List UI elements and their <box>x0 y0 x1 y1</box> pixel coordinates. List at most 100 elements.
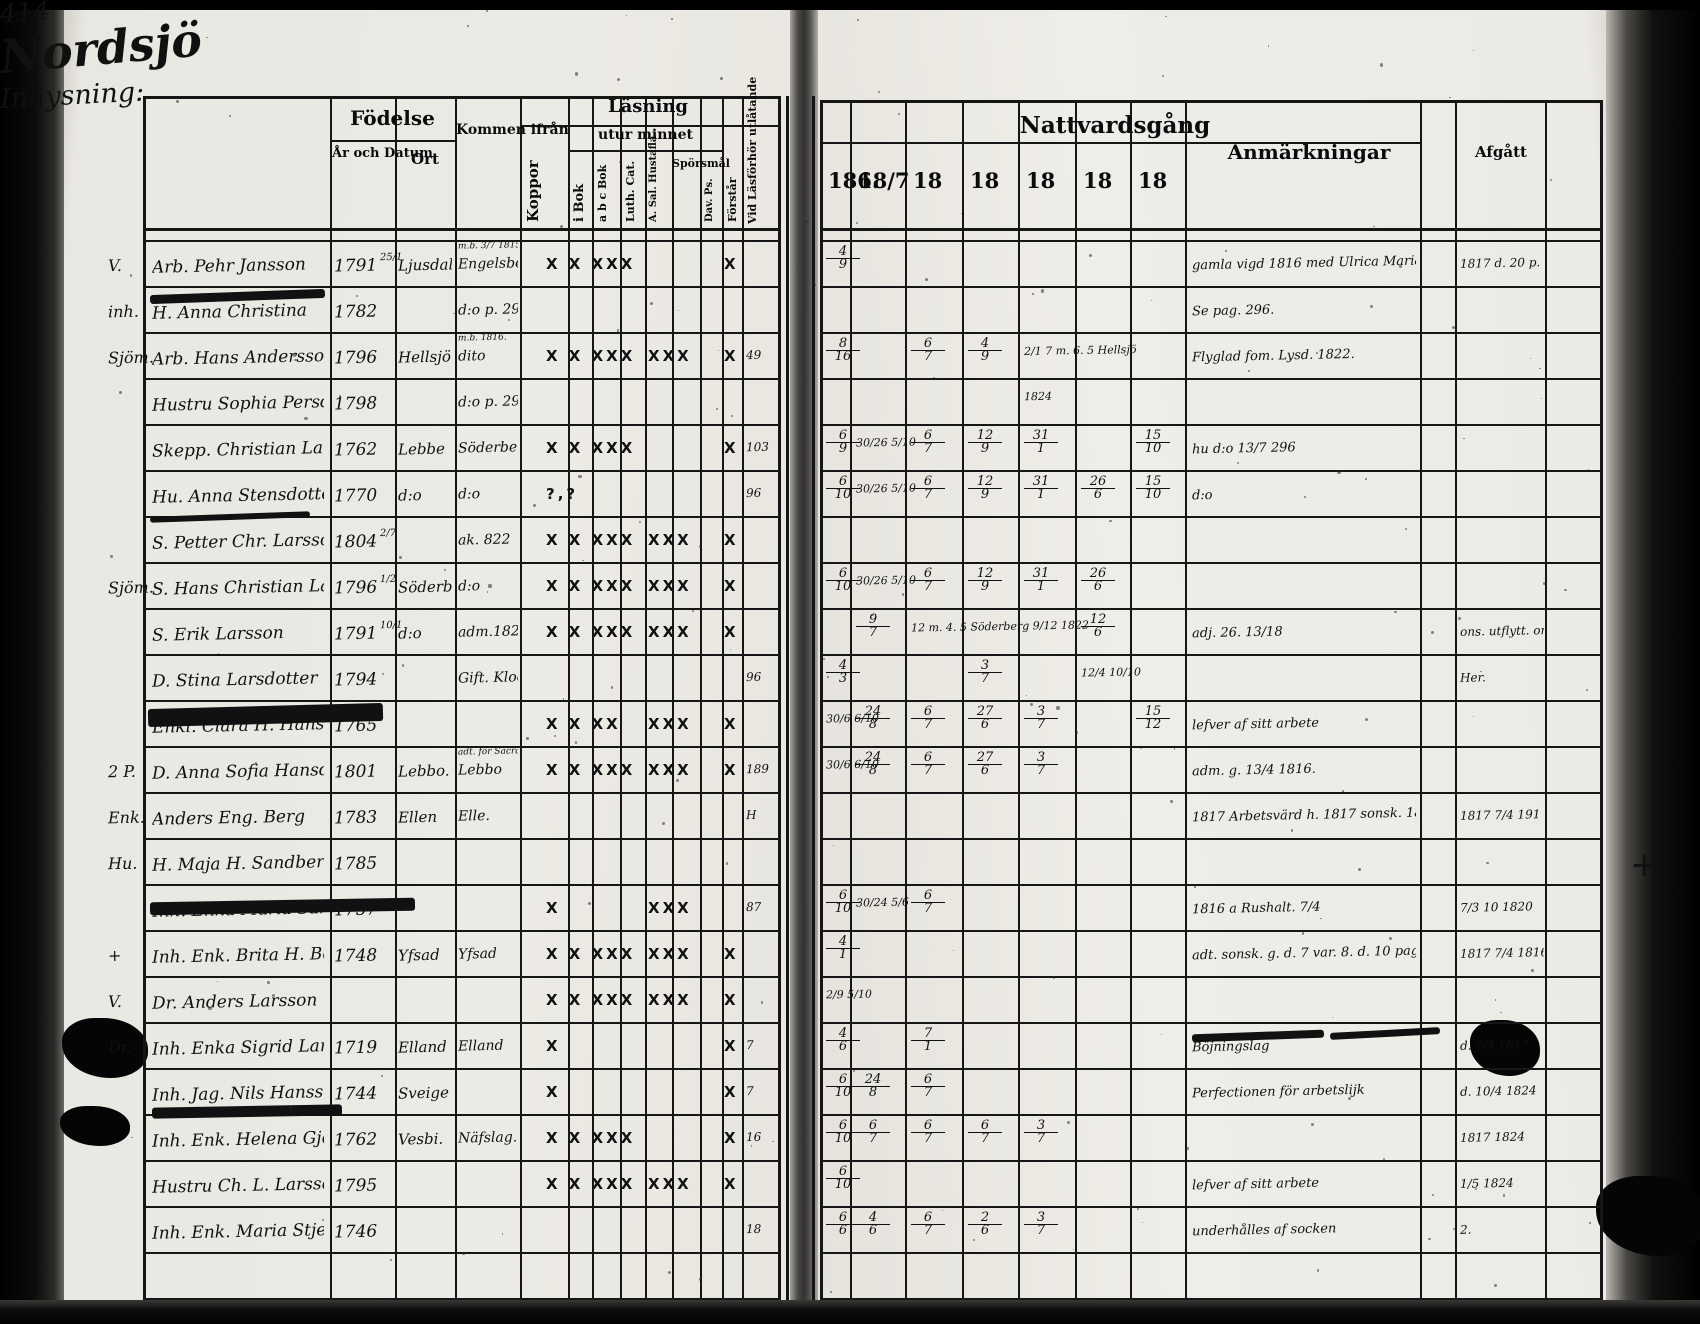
scan-speck <box>467 24 470 27</box>
header-i-bok: i Bok <box>572 183 587 222</box>
scan-speck <box>293 358 297 362</box>
scan-speck <box>716 408 719 411</box>
communion-date: 31 1 <box>1024 475 1058 501</box>
header-ar-och-datum: År och Datum <box>332 146 433 161</box>
header-fodelse: Födelse <box>350 106 435 130</box>
page-damage-blot <box>60 1106 130 1146</box>
handwritten-entry: d:o <box>457 486 481 503</box>
header-nattvardsgang: Nattvardsgång <box>1019 112 1211 139</box>
handwritten-entry: 1746 <box>333 1221 378 1243</box>
scan-speck <box>698 1277 702 1281</box>
communion-date: 15 10 <box>1136 475 1170 501</box>
table-row-rule <box>143 516 778 518</box>
handwritten-entry: inh. <box>107 301 140 322</box>
table-row-rule <box>820 240 1600 242</box>
table-row-rule <box>143 378 778 380</box>
scan-speck <box>390 1258 393 1261</box>
handwritten-entry: Inh. Jag. Nils Hansson <box>151 1082 325 1106</box>
scan-speck <box>1237 462 1240 465</box>
handwritten-entry: Arb. Hans Andersson <box>151 346 325 370</box>
communion-date: 27 6 <box>968 751 1002 777</box>
handwritten-entry: 1804 <box>333 531 378 553</box>
scan-speck <box>486 590 489 593</box>
handwritten-entry: 1817 7/4 1816 - 1817 1817 242 fr. 748 <box>1459 945 1545 961</box>
handwritten-entry: 2. <box>1459 1222 1472 1237</box>
scan-speck <box>1451 325 1455 329</box>
scan-speck <box>901 592 905 596</box>
table-row-rule <box>820 654 1600 656</box>
table-row-rule <box>820 100 1600 103</box>
table-row-rule <box>820 142 1420 144</box>
scan-speck <box>1379 63 1383 67</box>
scan-speck <box>925 277 928 281</box>
scan-speck <box>1316 352 1318 354</box>
scan-speck <box>578 474 582 478</box>
scan-speck <box>444 569 447 572</box>
lasning-x-mark: X <box>724 439 739 457</box>
table-row-rule <box>143 930 778 932</box>
table-column-rule <box>592 96 594 1300</box>
table-row-rule <box>820 1022 1600 1024</box>
table-row-rule <box>143 700 778 702</box>
scan-speck <box>1358 867 1361 871</box>
handwritten-entry: Dr. Anders Larsson <box>151 990 318 1014</box>
handwritten-entry: V. <box>107 991 123 1012</box>
lasning-x-mark: X X XXX <box>546 347 636 365</box>
handwritten-entry: d:o <box>397 486 422 505</box>
handwritten-entry: S. Petter Chr. Larsson <box>151 530 325 554</box>
table-row-rule <box>143 792 778 794</box>
lasning-x-mark: X <box>724 1175 739 1193</box>
communion-date: 31 1 <box>1024 429 1058 455</box>
scan-speck <box>130 1136 133 1139</box>
handwritten-entry: adm.1822 <box>457 623 519 641</box>
handwritten-entry: Her. <box>1459 670 1486 685</box>
table-row-rule <box>143 884 778 886</box>
communion-date: 12 9 <box>968 475 1002 501</box>
scan-speck <box>677 309 679 311</box>
header-vid-lasforhor: Vid Läsförhör utlåtande <box>746 76 759 224</box>
scan-speck <box>356 294 359 298</box>
scan-speck <box>1564 588 1567 592</box>
scan-speck <box>772 1141 774 1143</box>
scan-speck <box>1337 470 1341 474</box>
scan-speck <box>1480 670 1482 673</box>
communion-date: 12 9 <box>968 567 1002 593</box>
left-page-paper <box>62 0 822 1324</box>
header-a-sal-hustafla: A. Sal. Hustafla <box>648 135 659 222</box>
table-row-rule <box>820 470 1600 472</box>
handwritten-entry: 96 <box>745 485 762 501</box>
scan-speck <box>1394 610 1397 614</box>
handwritten-entry: 96 <box>745 669 762 685</box>
handwritten-entry: Ljusdal <box>397 255 453 275</box>
nattvardsgang-year-header: 186. <box>828 168 880 193</box>
table-row-rule <box>820 792 1600 794</box>
communion-date: 6 10 <box>826 1165 860 1191</box>
table-row-rule <box>820 378 1600 380</box>
scan-speck <box>1550 178 1553 181</box>
lasning-x-mark: X <box>724 255 739 273</box>
handwritten-entry: + <box>107 945 122 966</box>
scan-speck <box>381 1075 384 1078</box>
handwritten-entry: H. Maja H. Sandberg <box>151 852 325 876</box>
handwritten-entry: 1748 <box>333 945 378 967</box>
scan-speck <box>295 1235 297 1237</box>
communion-date: 6 10 <box>826 889 860 915</box>
table-column-rule <box>700 96 702 1300</box>
table-column-rule <box>722 96 724 1300</box>
communion-date: 12 6 <box>1081 613 1115 639</box>
scan-speck <box>1543 581 1547 586</box>
handwritten-entry: Skepp. Christian Larsson <box>151 438 325 462</box>
handwritten-entry: 103 <box>745 439 770 455</box>
scan-speck <box>1587 469 1590 471</box>
handwritten-entry: D. Anna Sofia Hansdotter <box>151 760 325 784</box>
